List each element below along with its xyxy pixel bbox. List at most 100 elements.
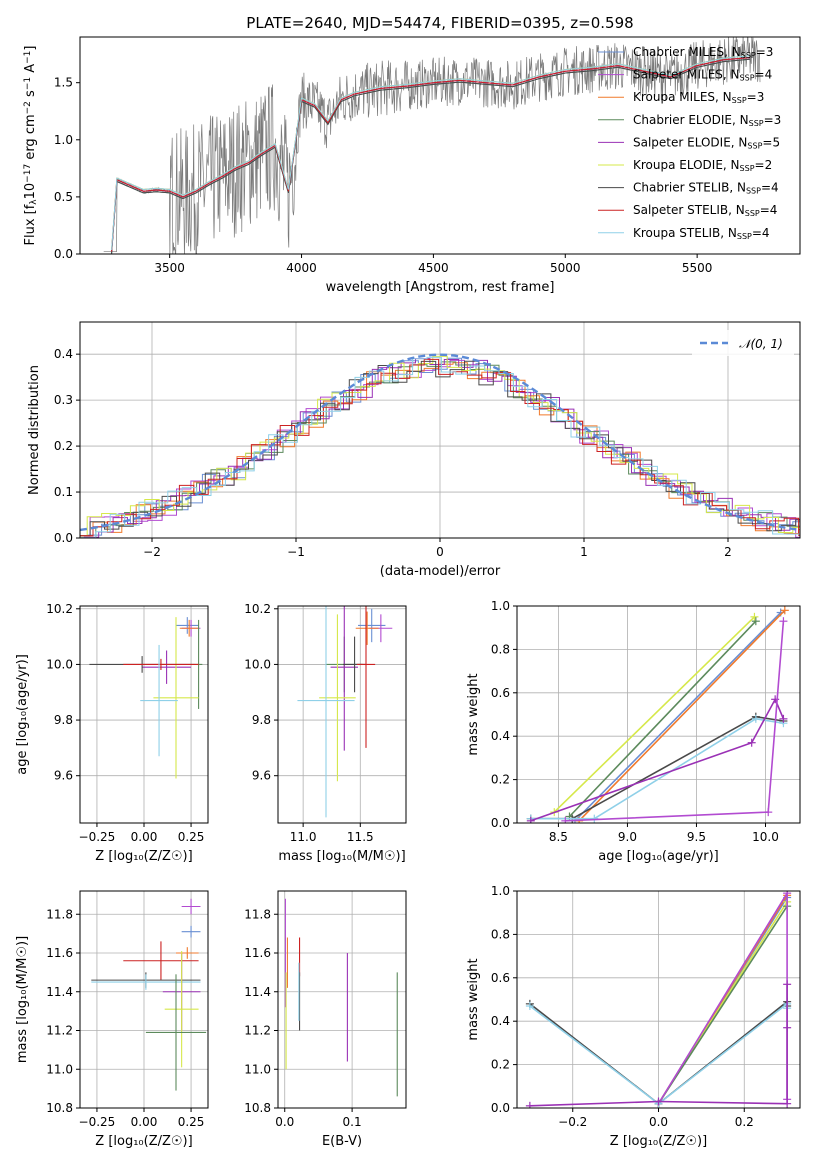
residuals-legend: 𝒩(0, 1) [692,330,794,356]
errorbar-point [319,614,356,782]
x-tick-label: −0.2 [558,1115,587,1129]
errorbar-area [284,898,398,1097]
x-tick-label: 10.0 [752,830,779,844]
errorbar-point [140,644,178,757]
histogram-step [80,362,800,537]
y-tick-label: 10.2 [244,602,271,616]
y-tick-label: 9.8 [54,713,73,727]
y-tick-label: 0.8 [491,927,510,941]
y-label-part: ] [23,46,38,51]
y-label-part: −2 [23,101,33,114]
weight-series-line [657,891,788,1105]
x-axis-label: Z [log₁₀(Z/Z☉)] [95,849,192,864]
model-spectrum-line [111,55,750,251]
errorbar-area [89,617,203,779]
weight-marker [779,617,788,626]
mass-vs-metallicity-panel: −0.25 0.00 0.25 10.8 11.0 11.2 11.4 11.6 11.8 Z [… [15,890,209,1149]
weight-marker [526,816,535,823]
weight-marker [751,617,760,626]
x-tick-label: −1 [287,545,305,559]
x-tick-label: 9.5 [687,830,706,844]
errorbar-point [164,951,199,1068]
y-tick-label: 0.4 [491,1014,510,1028]
y-tick-label: 0.0 [491,816,510,830]
histogram-step [80,356,800,538]
errorbar-point [153,617,199,779]
y-tick-label: 11.6 [244,946,271,960]
x-tick-label: 5500 [682,261,713,275]
weight-marker [747,738,756,747]
histogram-area [80,353,800,538]
errorbar-point [176,947,199,959]
weight-vs-metallicity-panel: −0.2 0.0 0.2 0.0 0.2 0.4 0.6 0.8 1.0 Z [log₁₀(Z/Z… [466,884,801,1149]
weight-vs-age-panel: 8.5 9.0 9.5 10.0 0.0 0.2 0.4 0.6 0.8 1.0 age [log₁… [466,599,801,864]
y-tick-label: 0.0 [491,1101,510,1115]
y-label-part: 10 [23,183,38,200]
weight-series-line [657,905,788,1105]
weight-marker [750,612,759,621]
age-vs-mass-panel: 11.0 11.5 9.6 9.8 10.0 10.2 mass [log₁₀(M/M☉)] [244,602,407,864]
weight-series-line [578,609,786,822]
weight-series-line [530,697,785,822]
weight-marker [783,1023,792,1032]
y-label-part: A [23,64,38,77]
x-axis-label: E(B-V) [322,1134,362,1149]
y-label-part: λ [29,199,39,205]
y-tick-label: 0.0 [54,247,73,261]
spectrum-plot-area [103,37,761,254]
histogram-step [80,358,800,537]
x-tick-label: −0.25 [79,830,116,844]
y-axis-label: age [log₁₀(age/yr)] [15,654,30,775]
y-tick-label: 10.8 [244,1101,271,1115]
y-tick-label: 10.8 [46,1101,73,1115]
x-tick-label: 2 [724,545,732,559]
histogram-step [80,355,800,537]
histogram-step [80,361,800,538]
x-tick-label: 0.1 [343,1115,362,1129]
y-label-part: −17 [23,164,33,183]
y-tick-label: 0.0 [54,531,73,545]
x-tick-label: 11.0 [290,830,317,844]
spectrum-panel: 3500 4000 4500 5000 5500 0.0 0.5 1.0 1.5 waveleng… [23,36,801,295]
x-tick-label: 0.0 [275,1115,294,1129]
y-tick-label: 1.0 [54,133,73,147]
weight-marker [751,714,760,723]
weight-series-line [568,620,757,818]
legend-entry: Kroupa ELODIE, NSSP=2 [633,158,772,173]
y-tick-label: 9.6 [252,769,271,783]
weight-series-line [530,715,784,820]
y-label-part: Flux [f [23,204,38,245]
y-label-part: s [23,90,38,101]
x-tick-label: 3500 [154,261,185,275]
y-tick-label: 0.4 [54,347,73,361]
weight-series-line [530,717,784,820]
y-tick-label: 11.2 [46,1024,73,1038]
legend-entry: 𝒩(0, 1) [739,337,783,351]
x-tick-label: 0.00 [131,830,158,844]
x-tick-label: 5000 [550,261,581,275]
legend-entry: Salpeter STELIB, NSSP=4 [633,203,777,218]
y-tick-label: 11.0 [244,1062,271,1076]
errorbar-point [181,898,201,915]
errorbar-point [297,606,355,818]
y-tick-label: 1.5 [54,76,73,90]
legend-entry: Salpeter MILES, NSSP=4 [633,68,772,83]
y-tick-label: 11.8 [244,907,271,921]
legend-entry: Chabrier ELODIE, NSSP=3 [633,113,781,128]
legend-entry: Chabrier MILES, NSSP=3 [633,45,773,60]
errorbar-point [142,650,192,684]
errorbar-point [181,925,201,938]
y-axis-label: mass [log₁₀(M/M☉)] [15,936,30,1063]
y-tick-label: 0.2 [491,1058,510,1072]
errorbar-point [330,606,358,751]
model-spectrum-line [111,57,750,252]
figure-title: PLATE=2640, MJD=54474, FIBERID=0395, z=0… [246,14,633,32]
y-tick-label: 9.6 [54,769,73,783]
x-axis-label: age [log₁₀(age/yr)] [598,849,719,864]
weight-marker [525,1101,534,1108]
x-tick-label: 11.5 [347,830,374,844]
y-tick-label: 10.2 [46,602,73,616]
y-tick-label: 10.0 [244,657,271,671]
y-tick-label: 0.8 [491,642,510,656]
